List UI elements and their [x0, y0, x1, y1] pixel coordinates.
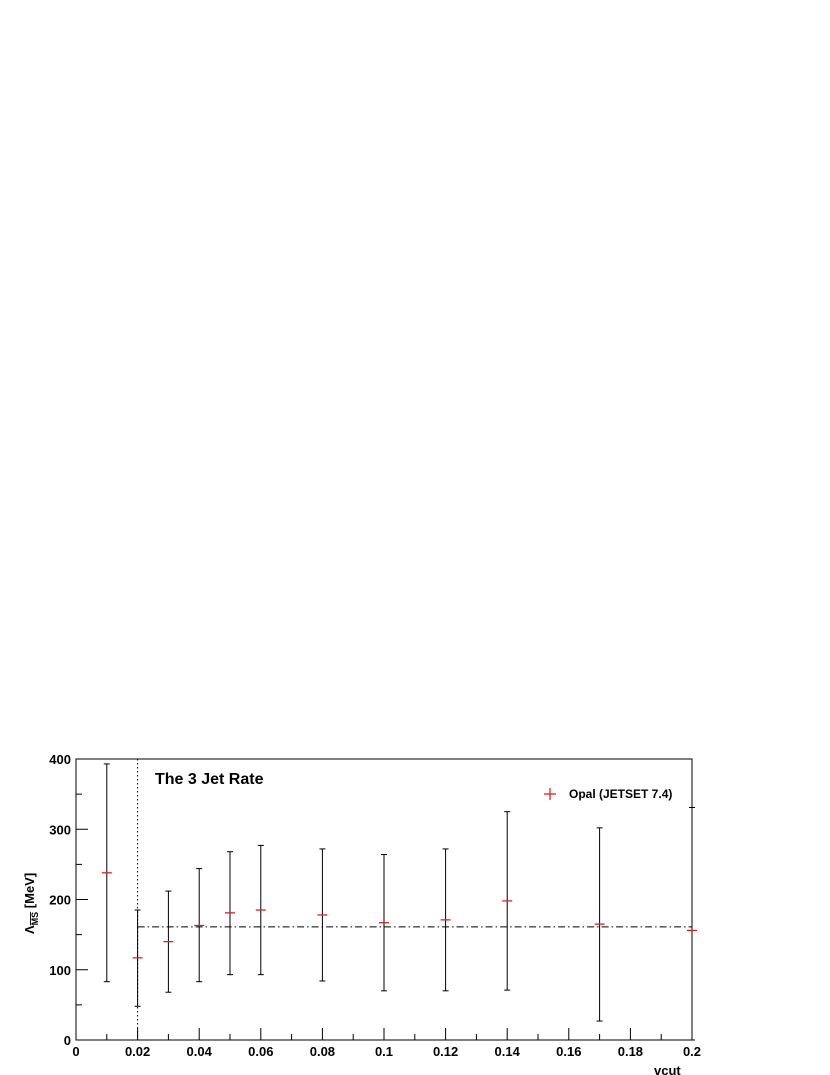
- legend-label: Opal (JETSET 7.4): [569, 787, 672, 801]
- x-tick-label-0: 0: [72, 1044, 79, 1059]
- x-axis-title: vcut: [654, 1063, 681, 1075]
- x-tick-label-8: 0.16: [556, 1044, 581, 1059]
- x-tick-label-6: 0.12: [433, 1044, 458, 1059]
- x-tick-label-5: 0.1: [375, 1044, 393, 1059]
- y-tick-label-4: 400: [49, 752, 71, 767]
- x-tick-label-1: 0.02: [125, 1044, 150, 1059]
- chart-title: The 3 Jet Rate: [155, 771, 264, 788]
- y-tick-label-3: 300: [49, 822, 71, 837]
- x-tick-label-9: 0.18: [618, 1044, 643, 1059]
- y-tick-label-2: 200: [49, 893, 71, 908]
- y-axis-title: ΛMS [MeV]: [22, 873, 40, 934]
- x-tick-label-10: 0.2: [683, 1044, 701, 1059]
- y-tick-label-1: 100: [49, 963, 71, 978]
- x-tick-label-4: 0.08: [310, 1044, 335, 1059]
- x-tick-label-7: 0.14: [495, 1044, 521, 1059]
- y-axis-title-group: ΛMS [MeV]: [22, 873, 40, 934]
- legend: Opal (JETSET 7.4): [544, 787, 672, 801]
- y-tick-label-0: 0: [64, 1033, 71, 1048]
- x-tick-label-3: 0.06: [248, 1044, 273, 1059]
- x-tick-label-2: 0.04: [187, 1044, 213, 1059]
